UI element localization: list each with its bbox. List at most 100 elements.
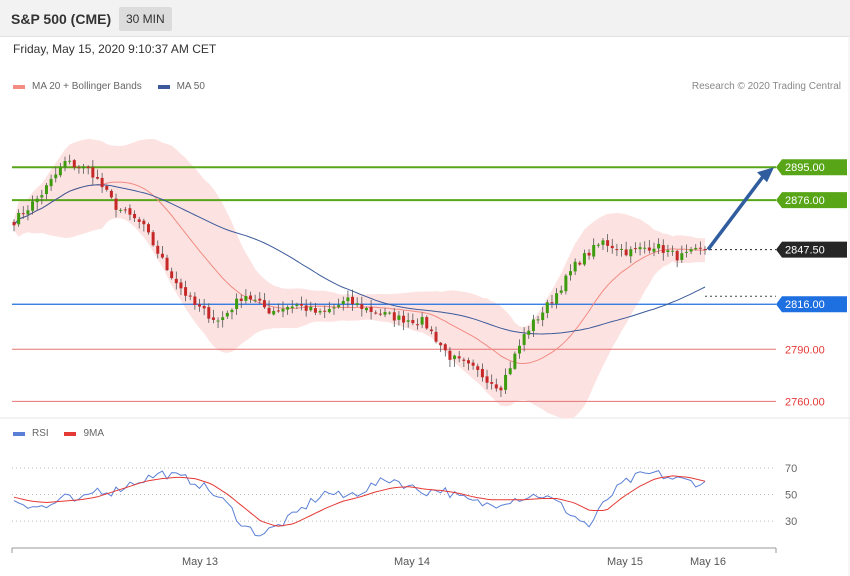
candle-body: [184, 287, 188, 296]
candle-body: [378, 313, 382, 315]
candle-body: [309, 306, 313, 311]
rsi-tick-label: 50: [785, 490, 797, 502]
candle-body: [49, 178, 53, 187]
candle-body: [545, 302, 549, 314]
x-axis: May 13 May 14 May 15 May 16: [11, 547, 777, 568]
candle-body: [606, 240, 610, 246]
rsi-ma-line: [13, 475, 706, 527]
ma20-swatch: [13, 84, 25, 89]
candle-body: [485, 376, 489, 383]
candle-body: [494, 384, 498, 389]
candle-body: [689, 249, 693, 252]
candle-body: [624, 249, 628, 256]
candle-body: [12, 221, 16, 226]
candle-body: [448, 350, 452, 360]
candle-body: [262, 300, 266, 308]
candle-body: [221, 317, 225, 321]
candle-body: [569, 271, 573, 276]
candle-body: [272, 310, 276, 315]
level-tag-bg: [776, 241, 847, 258]
level-tag-bg: [776, 159, 847, 176]
candle-body: [86, 166, 90, 169]
candle-body: [230, 309, 234, 313]
level-tag-2847.50: 2847.50: [776, 241, 847, 258]
forecast-arrow: [706, 167, 774, 251]
candle-body: [392, 312, 396, 321]
rsi-ma-swatch: [64, 431, 77, 436]
x-tick-label: May 15: [607, 556, 643, 568]
rsi-tick-label: 30: [785, 516, 797, 528]
candle-body: [698, 247, 702, 249]
candle-body: [402, 315, 406, 323]
candle-body: [462, 359, 466, 361]
candle-body: [17, 212, 21, 225]
candle-body: [420, 317, 424, 325]
candle-body: [239, 298, 243, 302]
candle-body: [541, 312, 545, 321]
candle-body: [72, 160, 76, 168]
candle-body: [629, 249, 633, 257]
candle-body: [179, 282, 183, 289]
candle-body: [351, 296, 355, 305]
level-tag-bg: [776, 296, 847, 313]
level-label-2760.00: 2760.00: [785, 396, 825, 408]
rsi-swatch: [13, 431, 25, 436]
candle-body: [425, 317, 429, 329]
candle-body: [675, 250, 679, 261]
candle-body: [559, 290, 563, 293]
candle-body: [513, 353, 517, 369]
candle-body: [536, 319, 540, 321]
candle-body: [160, 253, 164, 258]
candle-body: [550, 302, 554, 304]
ma50-line: [13, 184, 706, 335]
timeframe-badge[interactable]: 30 MIN: [119, 7, 172, 31]
ma50-swatch: [157, 84, 170, 89]
candle-body: [91, 167, 95, 178]
x-tick-label: May 13: [182, 556, 218, 568]
candle-body: [671, 250, 675, 252]
candle-body: [601, 240, 605, 245]
candle-body: [360, 304, 364, 310]
x-tick-label: May 14: [394, 556, 430, 568]
level-tag-bg: [776, 192, 847, 209]
candle-body: [225, 312, 229, 317]
candle-body: [304, 305, 308, 311]
candle-body: [703, 249, 707, 251]
candle-body: [95, 177, 99, 179]
forecast-arrow-shaft: [706, 174, 766, 251]
candle-body: [434, 331, 438, 342]
candle-body: [443, 344, 447, 351]
candle-body: [295, 304, 299, 306]
candle-body: [522, 334, 526, 345]
candle-body: [383, 312, 387, 315]
candle-body: [207, 307, 211, 319]
candle-body: [388, 312, 392, 314]
candle-body: [202, 305, 206, 309]
timestamp: Friday, May 15, 2020 9:10:37 AM CET: [13, 42, 217, 56]
candle-body: [323, 310, 327, 312]
candle-body: [684, 251, 688, 253]
rsi-ma-legend-label: 9MA: [83, 428, 105, 439]
candle-body: [128, 208, 132, 215]
candle-body: [114, 198, 118, 210]
bollinger-band-area: [14, 138, 705, 419]
candle-body: [647, 247, 651, 251]
level-label-2895.00: 2895.00: [785, 162, 825, 174]
candle-body: [313, 308, 317, 313]
candle-body: [355, 303, 359, 305]
candle-body: [406, 320, 410, 322]
candle-body: [170, 271, 174, 279]
bollinger-bands: [14, 138, 705, 419]
candle-body: [40, 195, 44, 198]
candle-body: [58, 166, 62, 176]
candle-body: [235, 298, 239, 310]
candle-body: [327, 308, 331, 313]
candle-body: [253, 299, 257, 301]
candle-body: [415, 324, 419, 326]
candle-body: [198, 304, 202, 307]
candle-body: [369, 306, 373, 312]
candle-body: [123, 209, 127, 211]
candle-body: [439, 342, 443, 346]
candle-body: [582, 253, 586, 265]
